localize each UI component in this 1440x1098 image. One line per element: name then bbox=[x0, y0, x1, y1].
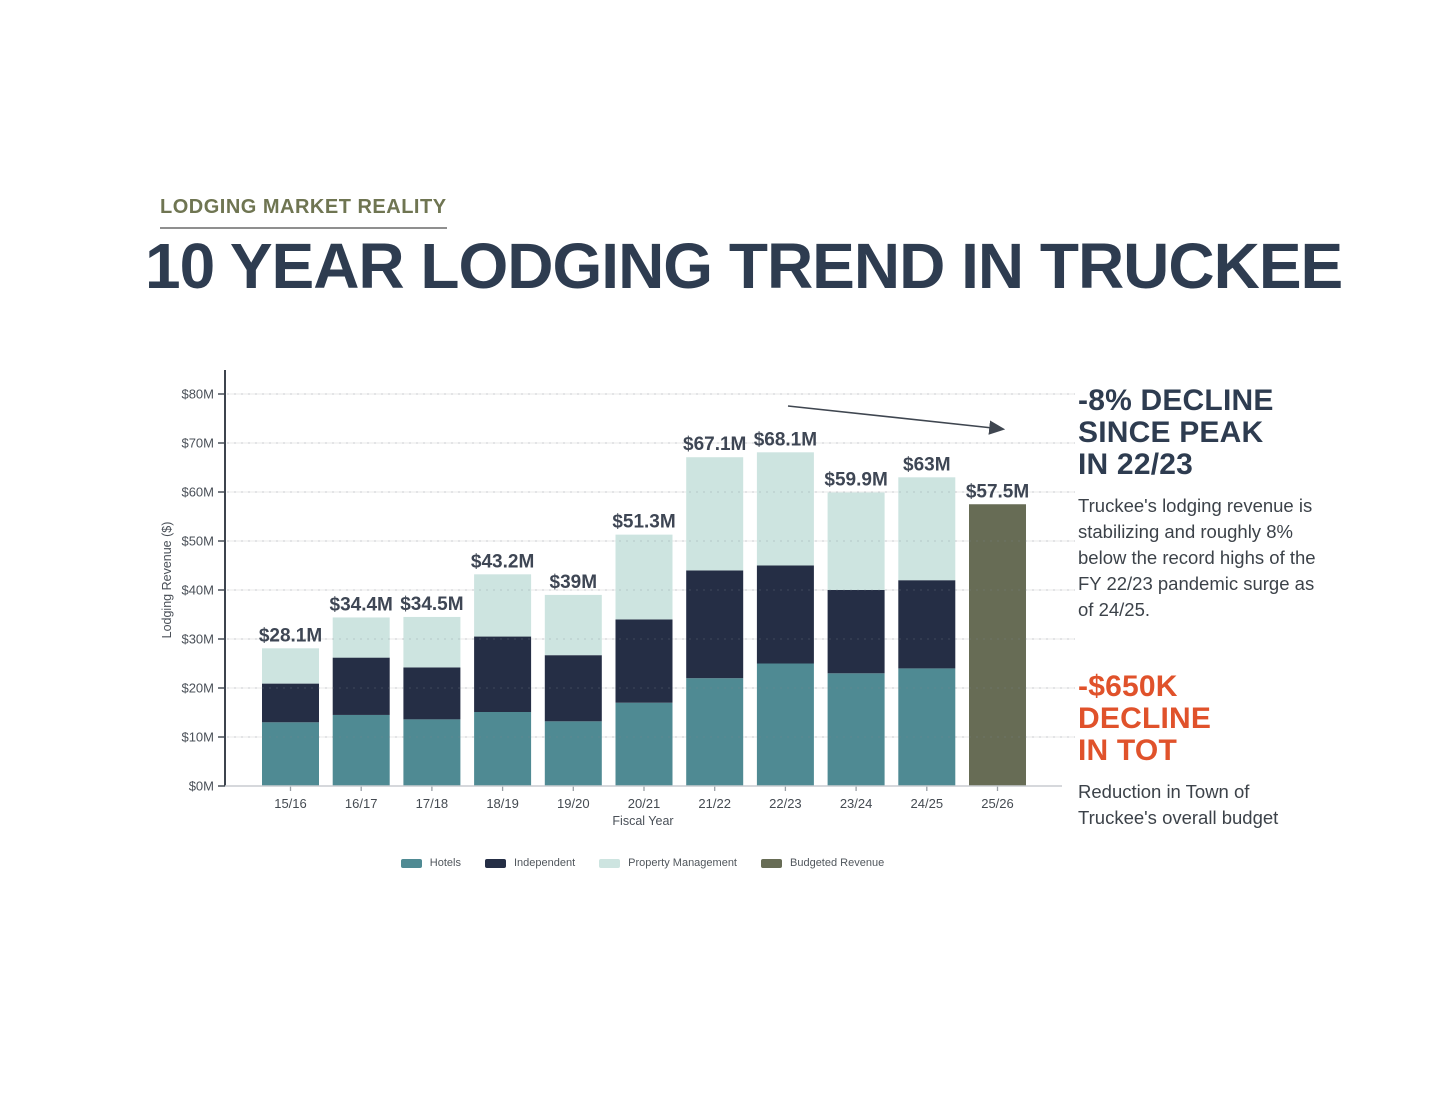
x-tick-label: 18/19 bbox=[486, 796, 519, 811]
bar-value-label: $34.5M bbox=[400, 594, 463, 615]
bar-segment bbox=[898, 668, 956, 786]
x-axis-title: Fiscal Year bbox=[612, 814, 673, 828]
x-tick-label: 20/21 bbox=[628, 796, 661, 811]
legend-item: Budgeted Revenue bbox=[761, 857, 884, 869]
y-tick-label: $60M bbox=[181, 485, 214, 500]
legend-swatch-icon bbox=[761, 858, 782, 868]
bar-value-label: $34.4M bbox=[330, 594, 393, 615]
x-tick-label: 19/20 bbox=[557, 796, 590, 811]
x-tick-label: 24/25 bbox=[911, 796, 944, 811]
bar-segment bbox=[474, 712, 532, 786]
bar-value-label: $67.1M bbox=[683, 434, 746, 455]
legend-label: Hotels bbox=[429, 857, 461, 869]
y-tick-label: $50M bbox=[181, 534, 214, 549]
y-tick-label: $80M bbox=[181, 387, 214, 402]
bar-value-label: $59.9M bbox=[824, 469, 887, 490]
legend-swatch-icon bbox=[599, 858, 621, 868]
chart-legend: Hotels Independent Property Management Budg… bbox=[225, 857, 1060, 869]
bar-segment bbox=[969, 504, 1026, 786]
bar-segment bbox=[544, 594, 602, 656]
bar-segment bbox=[403, 616, 461, 668]
bar-segment bbox=[756, 452, 814, 566]
bar-segment bbox=[332, 714, 390, 786]
tot-decline-block: -$650K DECLINE IN TOT Reduction in Town … bbox=[1078, 671, 1316, 831]
y-tick-label: $30M bbox=[181, 632, 214, 647]
bar-segment bbox=[898, 580, 956, 669]
x-tick-label: 17/18 bbox=[416, 796, 449, 811]
bar-segment bbox=[898, 477, 956, 581]
bar-segment bbox=[756, 663, 814, 786]
y-tick-label: $70M bbox=[181, 436, 214, 451]
bar-segment bbox=[615, 534, 673, 620]
bar-value-label: $28.1M bbox=[259, 625, 322, 646]
y-tick-label: $40M bbox=[181, 583, 214, 598]
bar-value-label: $43.2M bbox=[471, 551, 534, 572]
right-panel: -8% DECLINE SINCE PEAK IN 22/23 Truckee'… bbox=[1078, 385, 1316, 831]
bar-segment bbox=[827, 590, 885, 674]
bar-segment bbox=[615, 619, 673, 703]
y-tick-label: $20M bbox=[181, 681, 214, 696]
legend-label: Independent bbox=[513, 857, 576, 869]
tot-decline-body: Reduction in Town of Truckee's overall b… bbox=[1078, 781, 1279, 828]
decline-since-peak-heading: -8% DECLINE SINCE PEAK IN 22/23 bbox=[1078, 384, 1274, 481]
y-tick-label: $0M bbox=[189, 779, 214, 794]
bar-segment bbox=[756, 565, 814, 664]
x-tick-label: 25/26 bbox=[981, 796, 1014, 811]
bar-segment bbox=[615, 702, 673, 786]
bar-value-label: $63M bbox=[903, 454, 951, 475]
bar-segment bbox=[474, 574, 532, 637]
bar-segment bbox=[403, 667, 461, 720]
bar-value-label: $39M bbox=[550, 572, 598, 593]
legend-label: Budgeted Revenue bbox=[790, 857, 885, 869]
legend-item: Property Management bbox=[599, 857, 737, 869]
x-tick-label: 22/23 bbox=[769, 796, 802, 811]
trend-arrow bbox=[787, 405, 1006, 435]
bar-segment bbox=[332, 617, 390, 658]
legend-item: Independent bbox=[484, 857, 576, 869]
x-tick-label: 21/22 bbox=[698, 796, 731, 811]
bar-value-label: $57.5M bbox=[966, 481, 1029, 502]
bar-segment bbox=[332, 657, 390, 715]
legend-swatch-icon bbox=[484, 858, 506, 868]
bar-segment bbox=[262, 648, 319, 684]
x-tick-label: 16/17 bbox=[345, 796, 378, 811]
x-tick-label: 23/24 bbox=[840, 796, 873, 811]
legend-item: Hotels bbox=[400, 857, 461, 869]
page-title: 10 YEAR LODGING TREND IN TRUCKEE bbox=[145, 230, 1343, 302]
bar-segment bbox=[262, 683, 319, 723]
bar-segment bbox=[544, 655, 602, 722]
bar-segment bbox=[474, 636, 532, 713]
decline-since-peak-body: Truckee's lodging revenue is stabilizing… bbox=[1078, 495, 1316, 620]
bar-segment bbox=[827, 673, 885, 786]
legend-label: Property Management bbox=[628, 857, 737, 869]
bar-segment bbox=[686, 570, 744, 679]
bar-segment bbox=[827, 492, 885, 590]
kicker: LODGING MARKET REALITY bbox=[160, 196, 447, 229]
x-tick-label: 15/16 bbox=[274, 796, 307, 811]
bar-value-label: $68.1M bbox=[754, 429, 817, 450]
bar-segment bbox=[403, 719, 461, 786]
bar-segment bbox=[686, 678, 744, 786]
y-axis-title: Lodging Revenue ($) bbox=[160, 522, 174, 639]
tot-decline-heading: -$650K DECLINE IN TOT bbox=[1078, 670, 1212, 767]
y-tick-label: $10M bbox=[181, 730, 214, 745]
bar-value-label: $51.3M bbox=[612, 512, 675, 533]
legend-swatch-icon bbox=[400, 858, 422, 868]
bar-segment bbox=[686, 457, 744, 571]
bar-segment bbox=[262, 722, 319, 786]
bar-segment bbox=[544, 721, 602, 786]
